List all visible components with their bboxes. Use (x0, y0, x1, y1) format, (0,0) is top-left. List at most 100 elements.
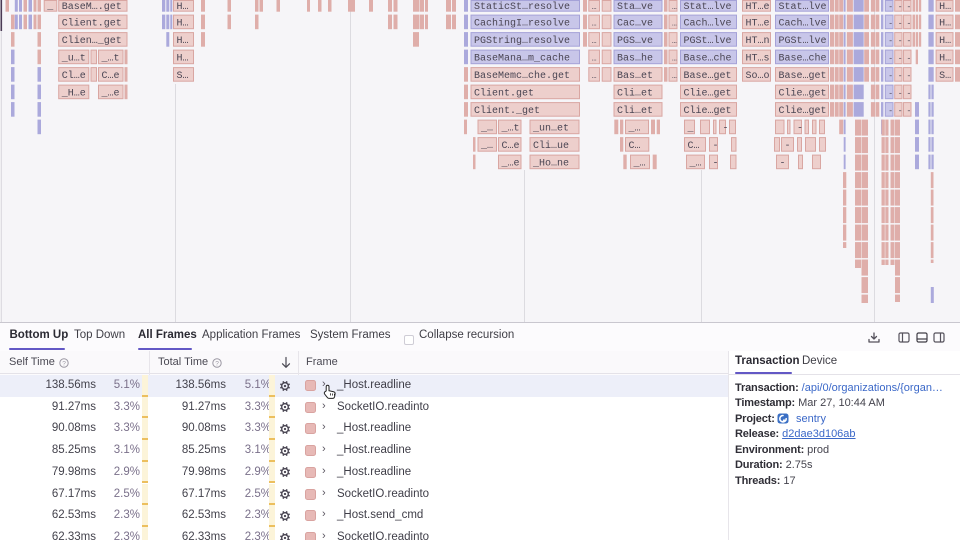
svg-text:?: ? (62, 360, 66, 367)
svg-text:_…e: _…e (101, 88, 120, 99)
svg-text:-: - (898, 54, 903, 63)
svg-text:Clie…get: Clie…get (684, 87, 732, 99)
svg-text:_…e: _…e (501, 158, 520, 169)
svg-text:H…: H… (177, 53, 189, 64)
svg-text:Stat…lve: Stat…lve (779, 1, 827, 13)
svg-text:…: … (592, 37, 597, 46)
svg-text:StaticSt…resolve: StaticSt…resolve (474, 1, 570, 13)
svg-text:-: - (907, 107, 912, 116)
svg-text:Client.get: Client.get (62, 17, 122, 29)
svg-text:H…: H… (177, 36, 189, 47)
svg-text:_…: _… (628, 123, 641, 134)
svg-text:BaseMana…m_cache: BaseMana…m_cache (474, 52, 570, 64)
svg-text:S…: S… (939, 71, 951, 82)
svg-text:Stat…lve: Stat…lve (684, 1, 732, 13)
svg-text:H…: H… (939, 2, 951, 13)
svg-text:-: - (888, 3, 893, 12)
svg-text:-: - (797, 123, 803, 134)
svg-text:…: … (672, 72, 677, 81)
svg-text:H…: H… (939, 18, 951, 29)
svg-text:Cach…lve: Cach…lve (779, 17, 827, 29)
svg-text:_…: _… (633, 158, 646, 169)
svg-text:HT…e: HT…e (746, 2, 770, 13)
svg-text:-: - (898, 72, 903, 81)
svg-text:S…: S… (177, 71, 189, 82)
svg-text:Cach…lve: Cach…lve (684, 17, 732, 29)
svg-text:Clien…_get: Clien…_get (62, 35, 122, 47)
svg-text:…: … (592, 19, 597, 28)
svg-text:Base…che: Base…che (684, 52, 732, 64)
svg-text:-: - (785, 141, 791, 152)
svg-text:Base…che: Base…che (779, 52, 827, 64)
svg-text:C…: C… (688, 141, 700, 152)
svg-text:…: … (672, 3, 677, 12)
svg-text:Client._get: Client._get (474, 105, 540, 117)
svg-text:_…t: _…t (101, 53, 120, 64)
svg-text:Sta…ve: Sta…ve (617, 2, 653, 13)
svg-text:So…o: So…o (746, 71, 770, 82)
svg-text:…: … (592, 54, 597, 63)
svg-text:Base…get: Base…get (684, 71, 732, 82)
svg-text:_…: _… (480, 123, 493, 134)
svg-text:-: - (888, 19, 893, 28)
svg-text:-: - (907, 3, 912, 12)
svg-text:_: _ (46, 2, 54, 13)
svg-text:-: - (907, 54, 912, 63)
svg-text:_u…t: _u…t (61, 53, 86, 64)
svg-text:Cli…et: Cli…et (617, 105, 653, 117)
svg-text:…: … (592, 72, 597, 81)
svg-text:PGS…ve: PGS…ve (617, 36, 653, 47)
svg-text:H…: H… (939, 53, 951, 64)
svg-text:…: … (672, 19, 677, 28)
svg-text:…: … (672, 54, 677, 63)
svg-text:PGString…resolve: PGString…resolve (474, 35, 570, 47)
svg-text:-: - (780, 158, 786, 169)
svg-text:…: … (672, 37, 677, 46)
svg-text:Cl…e: Cl…e (62, 70, 86, 82)
svg-text:_…: _… (480, 141, 493, 152)
svg-text:Cli…et: Cli…et (617, 87, 653, 99)
svg-text:-: - (888, 72, 893, 81)
svg-text:-: - (888, 107, 893, 116)
svg-text:Cac…ve: Cac…ve (617, 18, 653, 29)
svg-text:_Ho…ne: _Ho…ne (532, 158, 569, 169)
svg-text:CachingI…resolve: CachingI…resolve (474, 17, 570, 29)
svg-text:Clie…get: Clie…get (684, 105, 732, 117)
svg-text:-: - (898, 19, 903, 28)
svg-text:PGSt…lve: PGSt…lve (779, 35, 827, 47)
svg-text:-: - (723, 123, 729, 134)
svg-text:-: - (907, 37, 912, 46)
svg-text:Client.get: Client.get (474, 87, 534, 99)
svg-text:_un…et: _un…et (532, 123, 569, 134)
svg-text:-: - (888, 54, 893, 63)
svg-text:Base…get: Base…get (779, 71, 827, 82)
svg-text:C…: C… (629, 141, 641, 152)
svg-text:-: - (907, 89, 912, 98)
svg-text:PGSt…lve: PGSt…lve (684, 35, 732, 47)
svg-text:Cli…ue: Cli…ue (533, 140, 569, 152)
svg-text:-: - (898, 107, 903, 116)
svg-text:HT…e: HT…e (746, 18, 770, 29)
svg-text:Clie…get: Clie…get (779, 105, 827, 117)
svg-text:Bas…et: Bas…et (617, 71, 653, 82)
svg-text:-: - (888, 37, 893, 46)
svg-text:-: - (713, 141, 719, 152)
svg-text:H…: H… (939, 36, 951, 47)
svg-text:C…e: C…e (502, 141, 520, 152)
svg-text:-: - (888, 89, 893, 98)
svg-text:?: ? (215, 360, 219, 367)
svg-text:H…: H… (177, 18, 189, 29)
svg-text:_: _ (687, 123, 695, 134)
svg-text:_H…e: _H…e (61, 88, 86, 99)
svg-text:-: - (898, 89, 903, 98)
svg-text:C…e: C…e (102, 71, 120, 82)
svg-text:Clie…get: Clie…get (779, 87, 827, 99)
svg-text:-: - (907, 72, 912, 81)
svg-text:-: - (898, 3, 903, 12)
svg-text:HT…n: HT…n (746, 36, 770, 47)
svg-text:BaseM….get: BaseM….get (62, 2, 122, 13)
svg-text:Bas…he: Bas…he (617, 52, 653, 64)
svg-text:BaseMemc…che.get: BaseMemc…che.get (474, 70, 570, 82)
svg-text:-: - (898, 37, 903, 46)
svg-text:_…t: _…t (501, 123, 520, 134)
